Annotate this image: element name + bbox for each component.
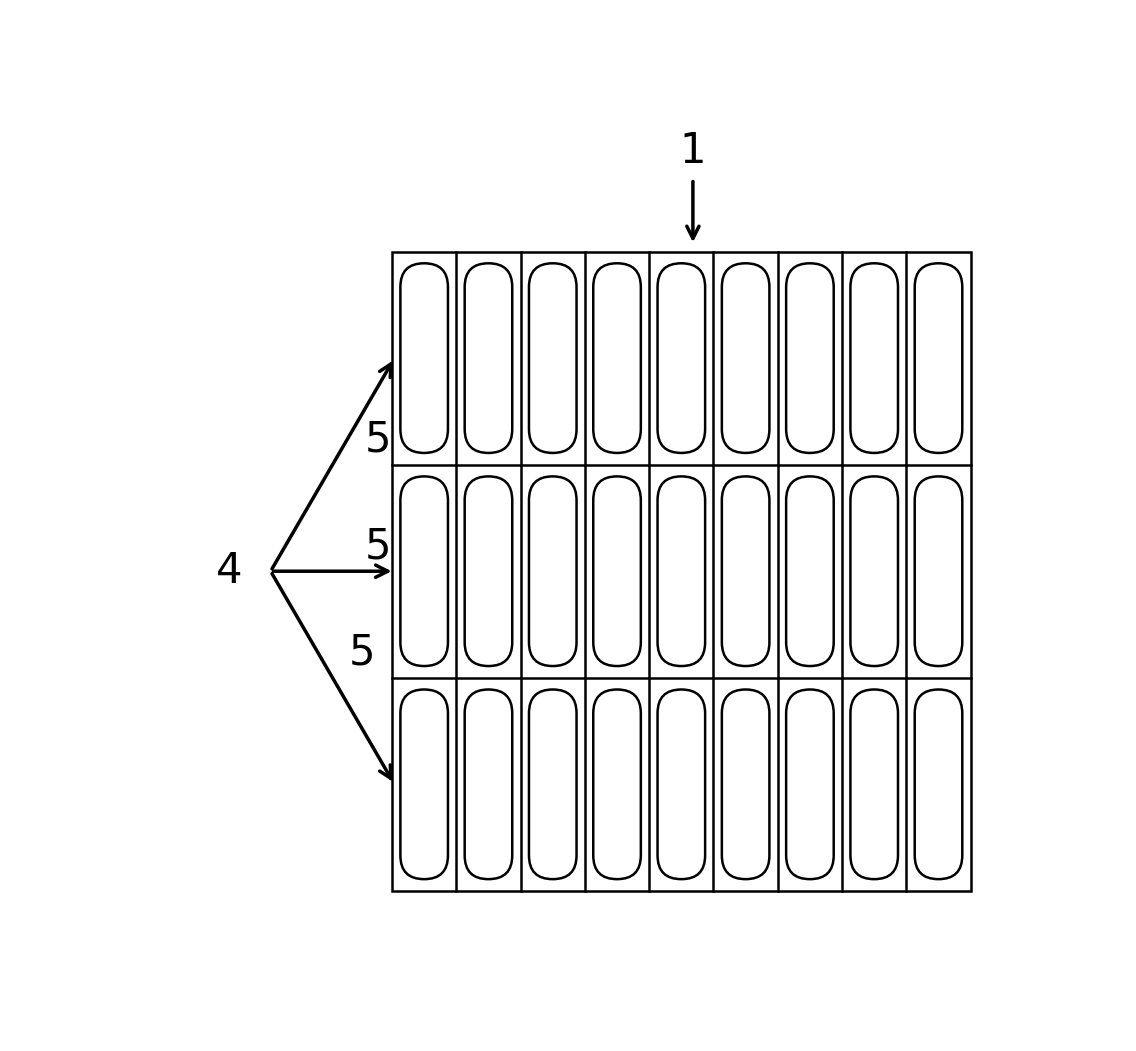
- FancyBboxPatch shape: [658, 689, 705, 879]
- FancyBboxPatch shape: [851, 689, 897, 879]
- FancyBboxPatch shape: [721, 264, 769, 453]
- FancyBboxPatch shape: [658, 264, 705, 453]
- Text: 5: 5: [365, 418, 392, 460]
- FancyBboxPatch shape: [914, 689, 962, 879]
- FancyBboxPatch shape: [465, 689, 512, 879]
- Text: 5: 5: [365, 526, 392, 568]
- FancyBboxPatch shape: [400, 264, 448, 453]
- FancyBboxPatch shape: [465, 476, 512, 666]
- FancyBboxPatch shape: [400, 689, 448, 879]
- FancyBboxPatch shape: [400, 476, 448, 666]
- FancyBboxPatch shape: [851, 264, 897, 453]
- FancyBboxPatch shape: [786, 264, 834, 453]
- FancyBboxPatch shape: [529, 689, 577, 879]
- Bar: [392, 251, 970, 891]
- Text: 4: 4: [216, 551, 242, 592]
- FancyBboxPatch shape: [721, 689, 769, 879]
- FancyBboxPatch shape: [593, 689, 641, 879]
- FancyBboxPatch shape: [851, 476, 897, 666]
- FancyBboxPatch shape: [529, 476, 577, 666]
- Text: 5: 5: [349, 632, 375, 674]
- FancyBboxPatch shape: [593, 476, 641, 666]
- FancyBboxPatch shape: [721, 476, 769, 666]
- FancyBboxPatch shape: [529, 264, 577, 453]
- FancyBboxPatch shape: [914, 264, 962, 453]
- FancyBboxPatch shape: [786, 476, 834, 666]
- Text: 1: 1: [679, 130, 707, 172]
- FancyBboxPatch shape: [786, 689, 834, 879]
- FancyBboxPatch shape: [914, 476, 962, 666]
- FancyBboxPatch shape: [658, 476, 705, 666]
- FancyBboxPatch shape: [593, 264, 641, 453]
- FancyBboxPatch shape: [465, 264, 512, 453]
